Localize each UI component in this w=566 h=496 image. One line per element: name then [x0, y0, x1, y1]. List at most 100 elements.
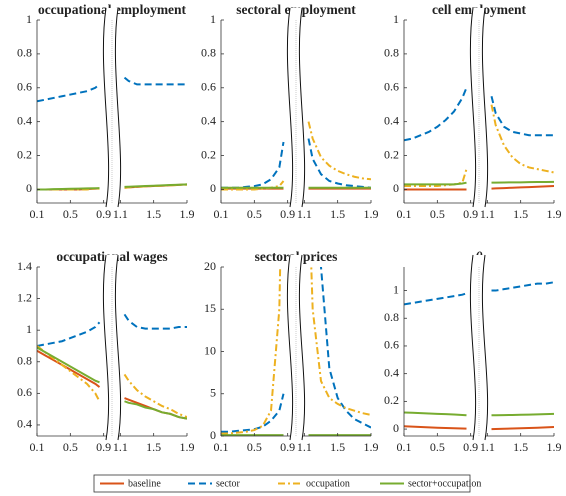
x-tick-label: 0.9: [463, 207, 478, 221]
series-line: [37, 346, 187, 420]
x-tick-label: 1.1: [113, 440, 128, 454]
y-tick-label: 1: [393, 12, 399, 26]
x-tick-label: 0.1: [30, 207, 45, 221]
x-tick-label: 0.1: [397, 207, 412, 221]
y-tick-label: 0.2: [201, 147, 216, 161]
y-tick-label: 15: [204, 301, 216, 315]
plot-area: [404, 87, 554, 191]
y-tick-label: 20: [204, 259, 216, 273]
x-tick-label: 0.1: [397, 440, 412, 454]
x-tick-label: 1.9: [364, 207, 379, 221]
x-tick-label: 1.1: [297, 440, 312, 454]
series-line: [404, 425, 554, 431]
x-tick-label: 1.5: [513, 440, 528, 454]
plot-area: [37, 313, 187, 420]
legend-label: sector: [216, 478, 241, 489]
axis-break: [481, 254, 489, 441]
y-tick-label: 0.8: [384, 46, 399, 60]
series-line: [221, 121, 371, 191]
series-line: [37, 313, 187, 347]
legend-label: baseline: [128, 478, 161, 489]
y-tick-label: 0.2: [17, 147, 32, 161]
plot-area: [404, 281, 554, 431]
y-tick-label: 0.6: [201, 80, 216, 94]
x-tick-label: 0.5: [247, 207, 262, 221]
x-tick-label: 1.5: [330, 207, 345, 221]
y-tick-label: 0.6: [17, 80, 32, 94]
series-line: [221, 267, 371, 435]
x-tick-label: 0.9: [96, 207, 111, 221]
y-tick-label: 1: [26, 12, 32, 26]
series-line: [37, 76, 187, 103]
legend-label: occupation: [306, 478, 350, 489]
x-tick-label: 0.5: [63, 440, 78, 454]
y-tick-label: 0.6: [17, 385, 32, 399]
series-line: [404, 411, 554, 417]
y-tick-label: 0.4: [384, 365, 399, 379]
axis-break: [114, 7, 122, 208]
y-tick-label: 0.2: [384, 147, 399, 161]
y-tick-label: 0.8: [17, 46, 32, 60]
x-tick-label: 0.9: [463, 440, 478, 454]
axis-break: [298, 7, 306, 208]
series-line: [404, 185, 554, 191]
y-tick-label: 0: [393, 181, 399, 195]
x-tick-label: 1.5: [513, 207, 528, 221]
x-tick-label: 1.9: [364, 440, 379, 454]
axis-break: [102, 7, 110, 208]
axis-break: [298, 254, 306, 441]
y-tick-label: 0.6: [384, 338, 399, 352]
x-tick-label: 1.5: [146, 440, 161, 454]
x-tick-label: 0.5: [430, 440, 445, 454]
axis-break-fill: [287, 8, 305, 207]
x-tick-label: 1.1: [297, 207, 312, 221]
y-tick-label: 1.4: [17, 259, 32, 273]
x-tick-label: 0.9: [280, 207, 295, 221]
x-tick-label: 1.5: [330, 440, 345, 454]
axis-break: [469, 7, 477, 208]
y-tick-label: 0: [210, 428, 216, 442]
y-tick-label: 1: [26, 322, 32, 336]
y-tick-label: 0: [26, 181, 32, 195]
y-tick-label: 0.8: [17, 354, 32, 368]
axis-break: [114, 254, 122, 441]
x-tick-label: 1.1: [113, 207, 128, 221]
axis-break: [286, 7, 294, 208]
y-tick-label: 0.6: [384, 80, 399, 94]
x-tick-label: 1.5: [146, 207, 161, 221]
axis-break: [481, 7, 489, 208]
x-tick-label: 0.1: [30, 440, 45, 454]
y-tick-label: 0.4: [17, 417, 32, 431]
series-line: [37, 345, 187, 418]
y-tick-label: 0.4: [17, 113, 32, 127]
plot-area: [221, 121, 371, 191]
series-line: [404, 87, 554, 142]
y-tick-label: 0.2: [384, 393, 399, 407]
axis-break-fill: [103, 8, 121, 207]
y-tick-label: 0.8: [384, 310, 399, 324]
x-tick-label: 0.9: [96, 440, 111, 454]
series-line: [404, 281, 554, 306]
y-tick-label: 0: [393, 421, 399, 435]
y-tick-label: 10: [204, 343, 216, 357]
series-line: [404, 180, 554, 186]
y-tick-label: 5: [210, 386, 216, 400]
axis-break: [286, 254, 294, 441]
series-line: [37, 183, 187, 191]
axis-break: [102, 254, 110, 441]
x-tick-label: 0.5: [247, 440, 262, 454]
x-tick-label: 0.5: [63, 207, 78, 221]
x-tick-label: 0.9: [280, 440, 295, 454]
x-tick-label: 1.9: [547, 440, 562, 454]
y-tick-label: 1: [393, 282, 399, 296]
x-tick-label: 1.9: [547, 207, 562, 221]
y-tick-label: 0.8: [201, 46, 216, 60]
x-tick-label: 1.1: [480, 440, 495, 454]
x-tick-label: 0.5: [430, 207, 445, 221]
legend-label: sector+occupation: [408, 478, 481, 489]
plot-area: [37, 76, 187, 191]
y-tick-label: 1.2: [17, 290, 32, 304]
y-tick-label: 0: [210, 181, 216, 195]
y-tick-label: 1: [210, 12, 216, 26]
